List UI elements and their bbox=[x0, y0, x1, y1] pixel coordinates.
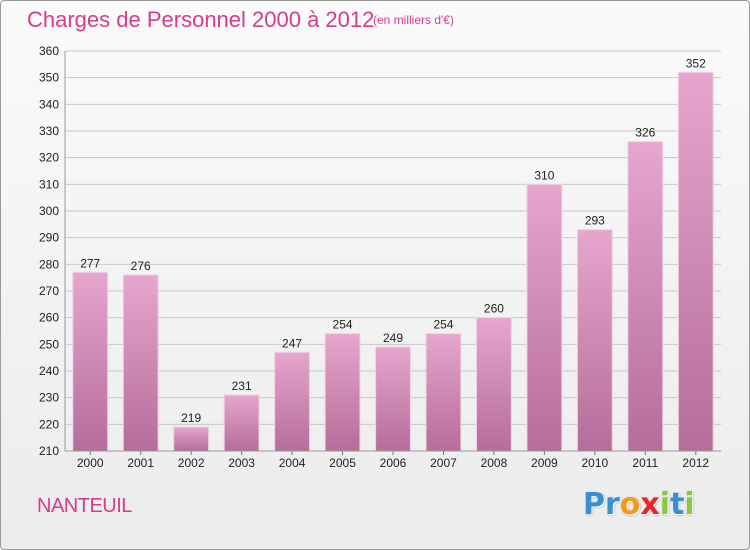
bar-2012[interactable] bbox=[677, 71, 714, 452]
bar-2003[interactable] bbox=[223, 394, 260, 452]
logo-letter: i bbox=[659, 487, 671, 522]
y-tick-label: 320 bbox=[39, 151, 59, 165]
y-tick-label: 210 bbox=[39, 444, 59, 458]
data-label-2000: 277 bbox=[80, 256, 100, 270]
chart-title: Charges de Personnel 2000 à 2012 bbox=[27, 7, 375, 32]
data-label-2011: 326 bbox=[635, 126, 655, 140]
data-label-2002: 219 bbox=[181, 411, 201, 425]
y-tick-label: 310 bbox=[39, 177, 59, 191]
x-tick-label-2004: 2004 bbox=[279, 456, 306, 470]
y-tick-label: 290 bbox=[39, 231, 59, 245]
commune-name: NANTEUIL bbox=[37, 495, 132, 517]
y-tick-label: 260 bbox=[39, 311, 59, 325]
bar-2004[interactable] bbox=[274, 351, 310, 452]
logo-letter: x bbox=[640, 487, 660, 522]
y-tick-label: 360 bbox=[39, 44, 59, 58]
data-label-2010: 293 bbox=[585, 214, 605, 228]
y-axis-ticks: 210 220 230 240 250 260 270 280 290 300 310 320 330 3… bbox=[39, 44, 59, 458]
bar-2001[interactable] bbox=[122, 274, 159, 452]
y-tick-label: 250 bbox=[39, 337, 59, 351]
y-tick-label: 330 bbox=[39, 124, 59, 138]
x-tick-label-2003: 2003 bbox=[228, 456, 255, 470]
logo-letter: o bbox=[619, 487, 641, 522]
bar-2006[interactable] bbox=[375, 346, 411, 452]
y-tick-label: 280 bbox=[39, 257, 59, 271]
logo-letter: i bbox=[684, 487, 695, 522]
y-tick-label: 230 bbox=[39, 391, 59, 405]
data-label-2012: 352 bbox=[686, 56, 706, 70]
y-tick-label: 340 bbox=[39, 97, 59, 111]
x-tick-label-2002: 2002 bbox=[178, 456, 205, 470]
x-tick-label-2009: 2009 bbox=[531, 456, 558, 470]
bar-2005[interactable] bbox=[324, 333, 361, 452]
x-tick-label-2010: 2010 bbox=[581, 456, 608, 470]
data-label-2003: 231 bbox=[232, 379, 252, 393]
data-label-2009: 310 bbox=[534, 168, 554, 182]
x-tick-label-2000: 2000 bbox=[77, 456, 104, 470]
x-tick-label-2006: 2006 bbox=[380, 456, 407, 470]
data-label-2004: 247 bbox=[282, 336, 302, 350]
bar-2008[interactable] bbox=[476, 317, 512, 452]
bar-2011[interactable] bbox=[627, 141, 664, 452]
logo-letter: r bbox=[605, 487, 620, 522]
y-tick-label: 300 bbox=[39, 204, 59, 218]
x-tick-label-2001: 2001 bbox=[127, 456, 154, 470]
y-tick-label: 270 bbox=[39, 284, 59, 298]
x-tick-label-2007: 2007 bbox=[430, 456, 457, 470]
chart-subtitle: (en milliers d'€) bbox=[373, 13, 454, 27]
bar-2010[interactable] bbox=[576, 229, 613, 452]
data-labels: 277 276 219 231 247 254 249 254 260 310 293 326 352 bbox=[80, 56, 706, 425]
data-label-2007: 254 bbox=[433, 318, 453, 332]
logo-letter: P bbox=[583, 487, 605, 522]
bars bbox=[72, 71, 714, 452]
bar-2000[interactable] bbox=[72, 271, 109, 452]
y-tick-label: 240 bbox=[39, 364, 59, 378]
x-tick-label-2008: 2008 bbox=[481, 456, 508, 470]
data-label-2005: 254 bbox=[333, 318, 353, 332]
x-tick-label-2011: 2011 bbox=[632, 456, 658, 470]
data-label-2006: 249 bbox=[383, 331, 403, 345]
data-label-2001: 276 bbox=[131, 259, 151, 273]
x-tick-label-2012: 2012 bbox=[682, 456, 709, 470]
y-tick-label: 220 bbox=[39, 417, 59, 431]
data-label-2008: 260 bbox=[484, 302, 504, 316]
y-tick-label: 350 bbox=[39, 71, 59, 85]
bar-2002[interactable] bbox=[173, 426, 210, 452]
logo-letter: t bbox=[670, 487, 685, 522]
proxiti-logo[interactable]: Proxiti bbox=[583, 487, 695, 522]
bar-2009[interactable] bbox=[526, 183, 563, 452]
x-tick-label-2005: 2005 bbox=[329, 456, 356, 470]
x-axis-ticks: 2000 2001 2002 2003 2004 2005 2006 2007 2008 2009… bbox=[65, 450, 721, 470]
bar-2007[interactable] bbox=[425, 333, 462, 452]
